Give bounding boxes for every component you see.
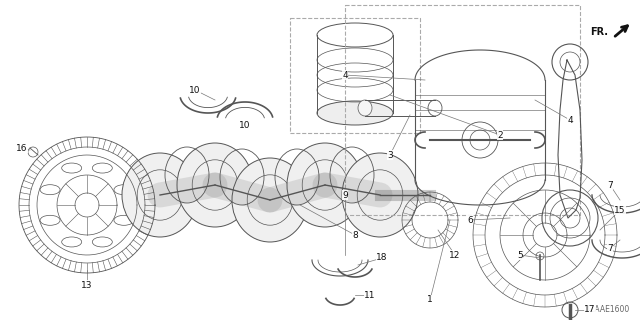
Text: 15: 15: [614, 205, 626, 214]
Text: 11: 11: [364, 291, 376, 300]
Ellipse shape: [358, 100, 372, 116]
Text: 7: 7: [607, 180, 613, 189]
Text: 10: 10: [189, 85, 201, 94]
Text: 10: 10: [239, 121, 251, 130]
Text: 9: 9: [342, 190, 348, 199]
Ellipse shape: [342, 153, 418, 237]
Text: 1: 1: [427, 295, 433, 305]
Bar: [345, 5, 580, 215]
Text: T2AAE1600: T2AAE1600: [586, 305, 630, 314]
Text: 16: 16: [16, 143, 28, 153]
Text: 4: 4: [342, 70, 348, 79]
Text: 17: 17: [584, 306, 596, 315]
Text: 4: 4: [567, 116, 573, 124]
Text: 2: 2: [497, 131, 503, 140]
Text: 3: 3: [387, 150, 393, 159]
Text: 7: 7: [607, 244, 613, 252]
Ellipse shape: [177, 143, 253, 227]
Text: 13: 13: [81, 281, 93, 290]
Ellipse shape: [287, 143, 363, 227]
Text: 18: 18: [376, 253, 388, 262]
Ellipse shape: [122, 153, 198, 237]
Ellipse shape: [317, 101, 393, 125]
Text: 8: 8: [352, 230, 358, 239]
Text: FR.: FR.: [590, 27, 608, 37]
Ellipse shape: [232, 158, 308, 242]
Text: 5: 5: [517, 251, 523, 260]
Bar: [290, 18, 420, 133]
Text: 12: 12: [449, 251, 461, 260]
Text: 6: 6: [467, 215, 473, 225]
